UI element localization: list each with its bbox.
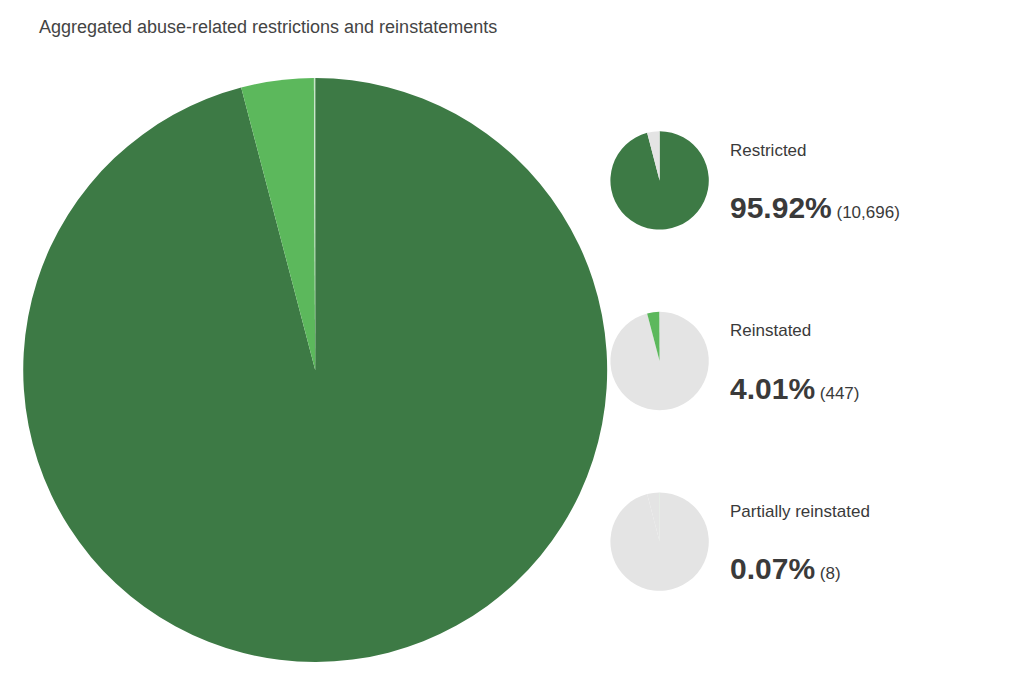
svg-text:Aggregated abuse-related restr: Aggregated abuse-related restrictions an…	[39, 17, 497, 37]
svg-text:0.07% (8): 0.07% (8)	[730, 552, 841, 585]
svg-text:95.92% (10,696): 95.92% (10,696)	[730, 191, 900, 224]
svg-text:4.01% (447): 4.01% (447)	[730, 372, 860, 405]
svg-text:Restricted: Restricted	[730, 141, 807, 160]
svg-text:Partially reinstated: Partially reinstated	[730, 502, 870, 521]
svg-text:Reinstated: Reinstated	[730, 321, 811, 340]
